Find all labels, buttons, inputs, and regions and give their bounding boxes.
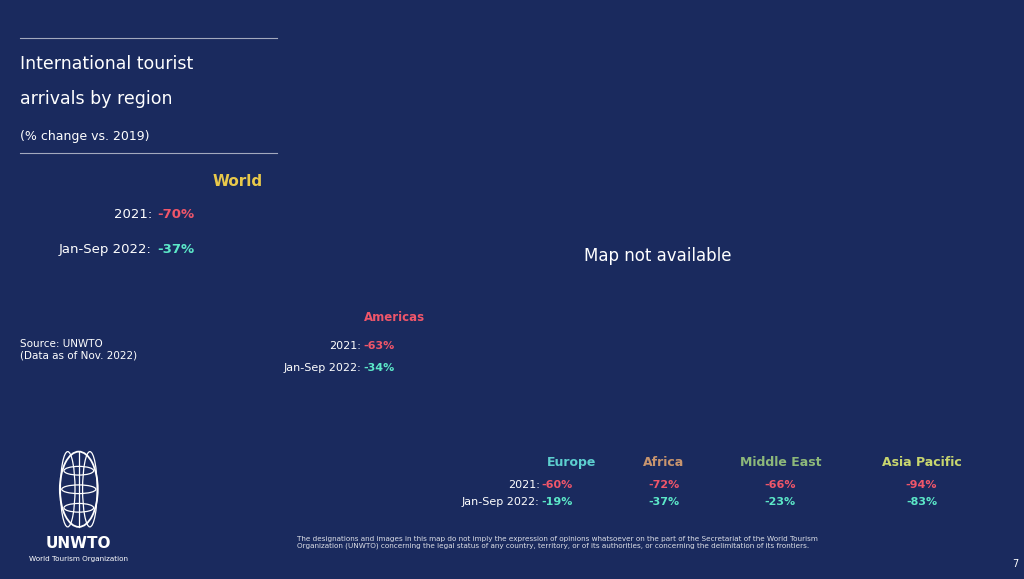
Text: -37%: -37% xyxy=(648,497,679,507)
Text: -34%: -34% xyxy=(364,362,395,372)
Text: UNWTO: UNWTO xyxy=(46,536,112,551)
Text: -70%: -70% xyxy=(158,208,195,221)
Text: (% change vs. 2019): (% change vs. 2019) xyxy=(20,130,150,143)
Text: -19%: -19% xyxy=(542,497,573,507)
Text: World: World xyxy=(213,174,262,189)
Text: Americas: Americas xyxy=(364,312,425,324)
Text: Jan-Sep 2022:: Jan-Sep 2022: xyxy=(284,362,361,372)
Text: -60%: -60% xyxy=(542,479,573,489)
Text: -37%: -37% xyxy=(158,243,195,256)
Text: 2021:: 2021: xyxy=(330,340,361,350)
Text: Africa: Africa xyxy=(643,456,684,469)
Text: -23%: -23% xyxy=(765,497,796,507)
Text: The designations and images in this map do not imply the expression of opinions : The designations and images in this map … xyxy=(297,536,818,549)
Text: -63%: -63% xyxy=(364,340,395,350)
Text: -83%: -83% xyxy=(906,497,937,507)
Text: -66%: -66% xyxy=(765,479,796,489)
Text: -94%: -94% xyxy=(906,479,937,489)
Text: Asia Pacific: Asia Pacific xyxy=(882,456,962,469)
Text: 2021:: 2021: xyxy=(114,208,152,221)
Text: World Tourism Organization: World Tourism Organization xyxy=(30,556,128,562)
Text: International tourist: International tourist xyxy=(20,55,194,73)
Text: Source: UNWTO
(Data as of Nov. 2022): Source: UNWTO (Data as of Nov. 2022) xyxy=(20,339,137,360)
Text: Jan-Sep 2022:: Jan-Sep 2022: xyxy=(59,243,152,256)
Text: Map not available: Map not available xyxy=(584,247,732,265)
Text: Europe: Europe xyxy=(547,456,596,469)
Text: -72%: -72% xyxy=(648,479,679,489)
Text: Middle East: Middle East xyxy=(739,456,821,469)
Text: Jan-Sep 2022:: Jan-Sep 2022: xyxy=(462,497,540,507)
Text: arrivals by region: arrivals by region xyxy=(20,90,173,108)
Text: 2021:: 2021: xyxy=(508,479,540,489)
Text: 7: 7 xyxy=(1013,559,1019,569)
